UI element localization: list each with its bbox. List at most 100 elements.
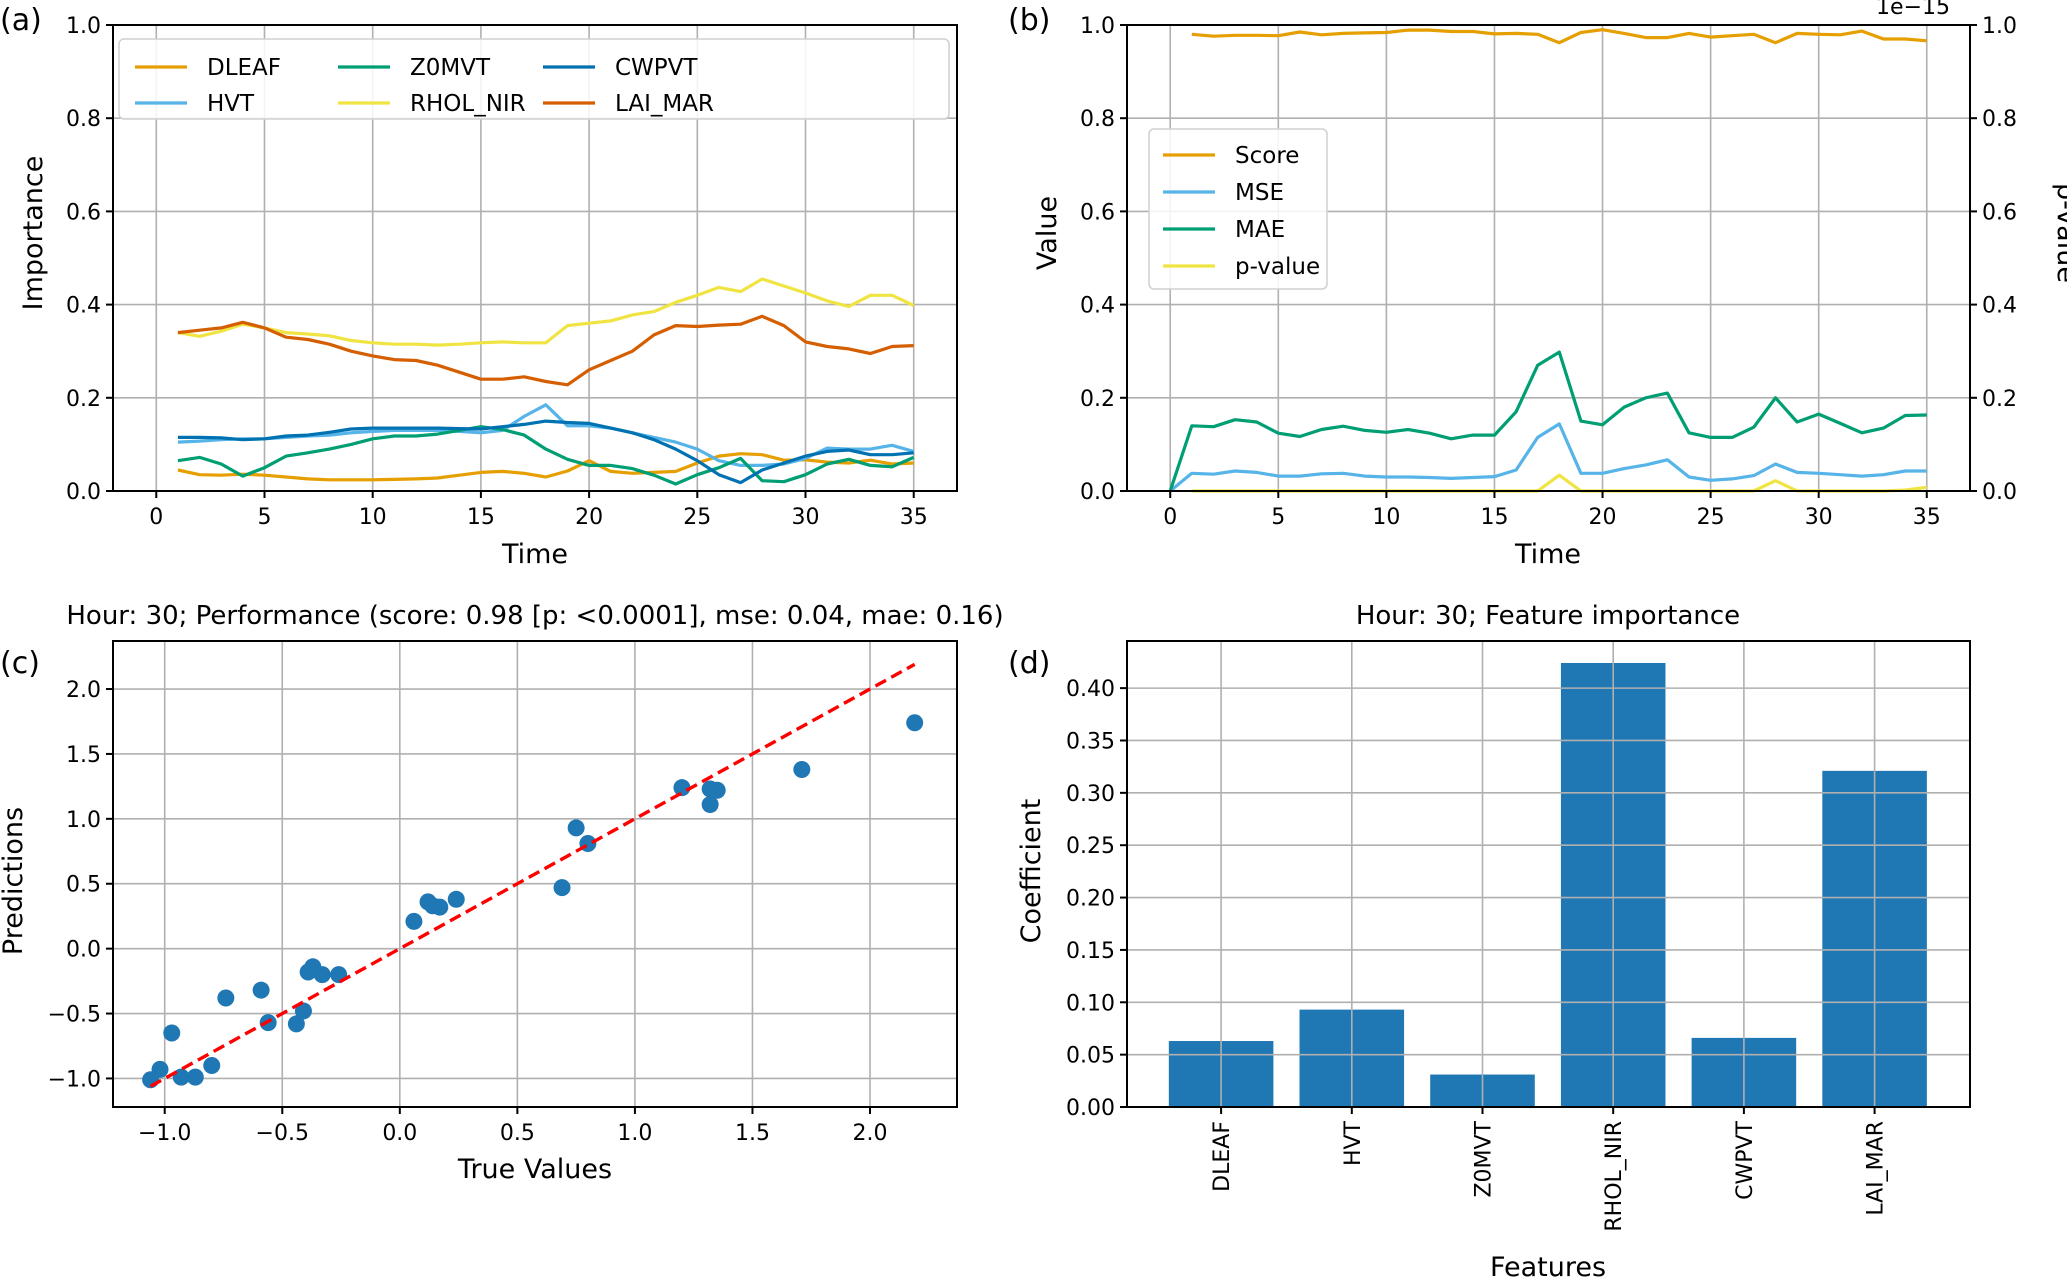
- scatter-point: [553, 879, 571, 897]
- x-tick-label-c: −1.0: [138, 1121, 191, 1146]
- series-line-p-value: [1191, 473, 1928, 493]
- y-tick-label-c: 0.0: [66, 938, 101, 963]
- x-tick-label-c: 0.0: [382, 1121, 417, 1146]
- scatter-point: [673, 779, 691, 797]
- y2-tick-label-b: 0.2: [1982, 387, 2017, 412]
- y-tick-label-c: 2.0: [66, 678, 101, 703]
- x-tick-label-b: 35: [1913, 505, 1941, 530]
- y-tick-label-b: 1.0: [1080, 14, 1115, 39]
- x-tick-label-c: 1.0: [617, 1121, 652, 1146]
- x-axis-label-b: Time: [1514, 539, 1581, 570]
- y2-tick-label-b: 0.4: [1982, 294, 2017, 319]
- y2-tick-label-b: 0.6: [1982, 200, 2017, 225]
- series-line-score: [1191, 28, 1927, 45]
- legend-a: DLEAF HVT Z0MVT RHOL_NIR CWPVT LAI_MAR: [118, 38, 950, 120]
- legend-label-hvt: HVT: [207, 91, 255, 117]
- reference-line-identity: [149, 662, 916, 1088]
- panel-label-d: (d): [1008, 646, 1050, 681]
- x-tick-label-a: 25: [683, 505, 711, 530]
- axes-frame-a: [112, 24, 958, 492]
- y-tick-label-b: 0.0: [1080, 480, 1115, 505]
- y-tick-label-d: 0.30: [1066, 782, 1115, 807]
- x-tick-label-a: 20: [575, 505, 603, 530]
- x-tick-label-d: Z0MVT: [1471, 1120, 1496, 1197]
- scatter-point: [163, 1024, 181, 1042]
- scatter-point: [447, 890, 465, 908]
- y-tick-label-d: 0.20: [1066, 887, 1115, 912]
- x-axis-label-c: True Values: [457, 1154, 612, 1185]
- x-tick-label-b: 20: [1589, 505, 1617, 530]
- x-tick-label-c: −0.5: [256, 1121, 309, 1146]
- x-tick-label-b: 25: [1697, 505, 1725, 530]
- y-tick-label-d: 0.35: [1066, 729, 1115, 754]
- y-tick-label-b: 0.6: [1080, 200, 1115, 225]
- chart-title-c: Hour: 30; Performance (score: 0.98 [p: <…: [66, 601, 1003, 631]
- legend-label-score: Score: [1235, 143, 1299, 169]
- y-tick-label-b: 0.2: [1080, 387, 1115, 412]
- x-tick-label-b: 15: [1480, 505, 1508, 530]
- scatter-point: [906, 714, 924, 732]
- scatter-point: [567, 819, 585, 837]
- y-tick-label-c: 1.5: [66, 743, 101, 768]
- x-tick-label-d: DLEAF: [1210, 1121, 1235, 1192]
- x-tick-label-a: 30: [792, 505, 820, 530]
- y-tick-label-c: 1.0: [66, 808, 101, 833]
- y2-axis-label-b: p-value: [2051, 183, 2067, 283]
- x-tick-label-a: 35: [900, 505, 928, 530]
- y-tick-label-c: −1.0: [48, 1067, 101, 1092]
- y-tick-label-d: 0.25: [1066, 834, 1115, 859]
- series-line-cwpvt: [177, 419, 914, 485]
- x-tick-label-a: 0: [149, 505, 163, 530]
- legend-box-b: [1148, 128, 1328, 290]
- y-axis-label-d: Coefficient: [1016, 799, 1047, 944]
- scatter-point: [186, 1068, 204, 1086]
- axes-frame-b: [1126, 24, 1971, 492]
- y-axis-label-b: Value: [1032, 196, 1063, 270]
- panel-c-predictions-scatter: Hour: 30; Performance (score: 0.98 [p: <…: [0, 601, 1004, 1185]
- y-tick-label-a: 1.0: [66, 14, 101, 39]
- y2-tick-label-b: 1.0: [1982, 14, 2017, 39]
- scatter-point: [708, 781, 726, 799]
- x-tick-label-c: 0.5: [500, 1121, 535, 1146]
- series-line-rhol-nir: [177, 277, 915, 347]
- y2-offset-text-b: 1e−15: [1876, 0, 1950, 20]
- y-tick-label-d: 0.40: [1066, 677, 1115, 702]
- y-tick-label-a: 0.8: [66, 107, 101, 132]
- x-tick-label-d: LAI_MAR: [1864, 1121, 1889, 1216]
- scatter-point: [701, 796, 719, 814]
- x-tick-label-d: RHOL_NIR: [1602, 1121, 1627, 1232]
- y-tick-label-b: 0.4: [1080, 294, 1115, 319]
- legend-b: Score MSE MAE p-value: [1148, 128, 1328, 290]
- series-line-mse: [1169, 422, 1927, 493]
- y-axis-label-c: Predictions: [0, 807, 29, 955]
- scatter-point: [287, 1015, 305, 1033]
- panel-d-feature-importance-bars: Hour: 30; Feature importance (d) Coeffic…: [1008, 601, 1971, 1279]
- y-tick-label-a: 0.2: [66, 387, 101, 412]
- x-tick-label-a: 10: [359, 505, 387, 530]
- legend-label-lai-mar: LAI_MAR: [615, 91, 714, 117]
- legend-label-mse: MSE: [1235, 180, 1284, 206]
- series-line-lai-mar: [177, 314, 914, 387]
- panel-label-b: (b): [1008, 3, 1050, 38]
- panel-a-importance-over-time: (a) Importance Time 0 5 10 15 20 25 30 35 0.0 0.2…: [0, 3, 958, 570]
- y-tick-label-c: 0.5: [66, 873, 101, 898]
- y-tick-label-d: 0.05: [1066, 1044, 1115, 1069]
- legend-label-rhol-nir: RHOL_NIR: [410, 91, 526, 117]
- y-tick-label-c: −0.5: [48, 1003, 101, 1028]
- chart-title-d: Hour: 30; Feature importance: [1356, 601, 1740, 631]
- y-tick-label-b: 0.8: [1080, 107, 1115, 132]
- x-tick-label-a: 15: [467, 505, 495, 530]
- y-tick-label-d: 0.10: [1066, 991, 1115, 1016]
- x-tick-label-d: HVT: [1341, 1120, 1366, 1166]
- x-tick-label-b: 5: [1271, 505, 1285, 530]
- y-tick-label-d: 0.15: [1066, 939, 1115, 964]
- x-tick-label-b: 30: [1805, 505, 1833, 530]
- scatter-point: [203, 1056, 221, 1074]
- x-tick-label-a: 5: [257, 505, 271, 530]
- scatter-point: [294, 1002, 312, 1020]
- legend-label-z0mvt: Z0MVT: [410, 55, 491, 81]
- y2-tick-label-b: 0.8: [1982, 107, 2017, 132]
- axes-frame-d: [1126, 640, 1971, 1108]
- scatter-point: [252, 981, 270, 999]
- legend-box-a: [118, 38, 950, 120]
